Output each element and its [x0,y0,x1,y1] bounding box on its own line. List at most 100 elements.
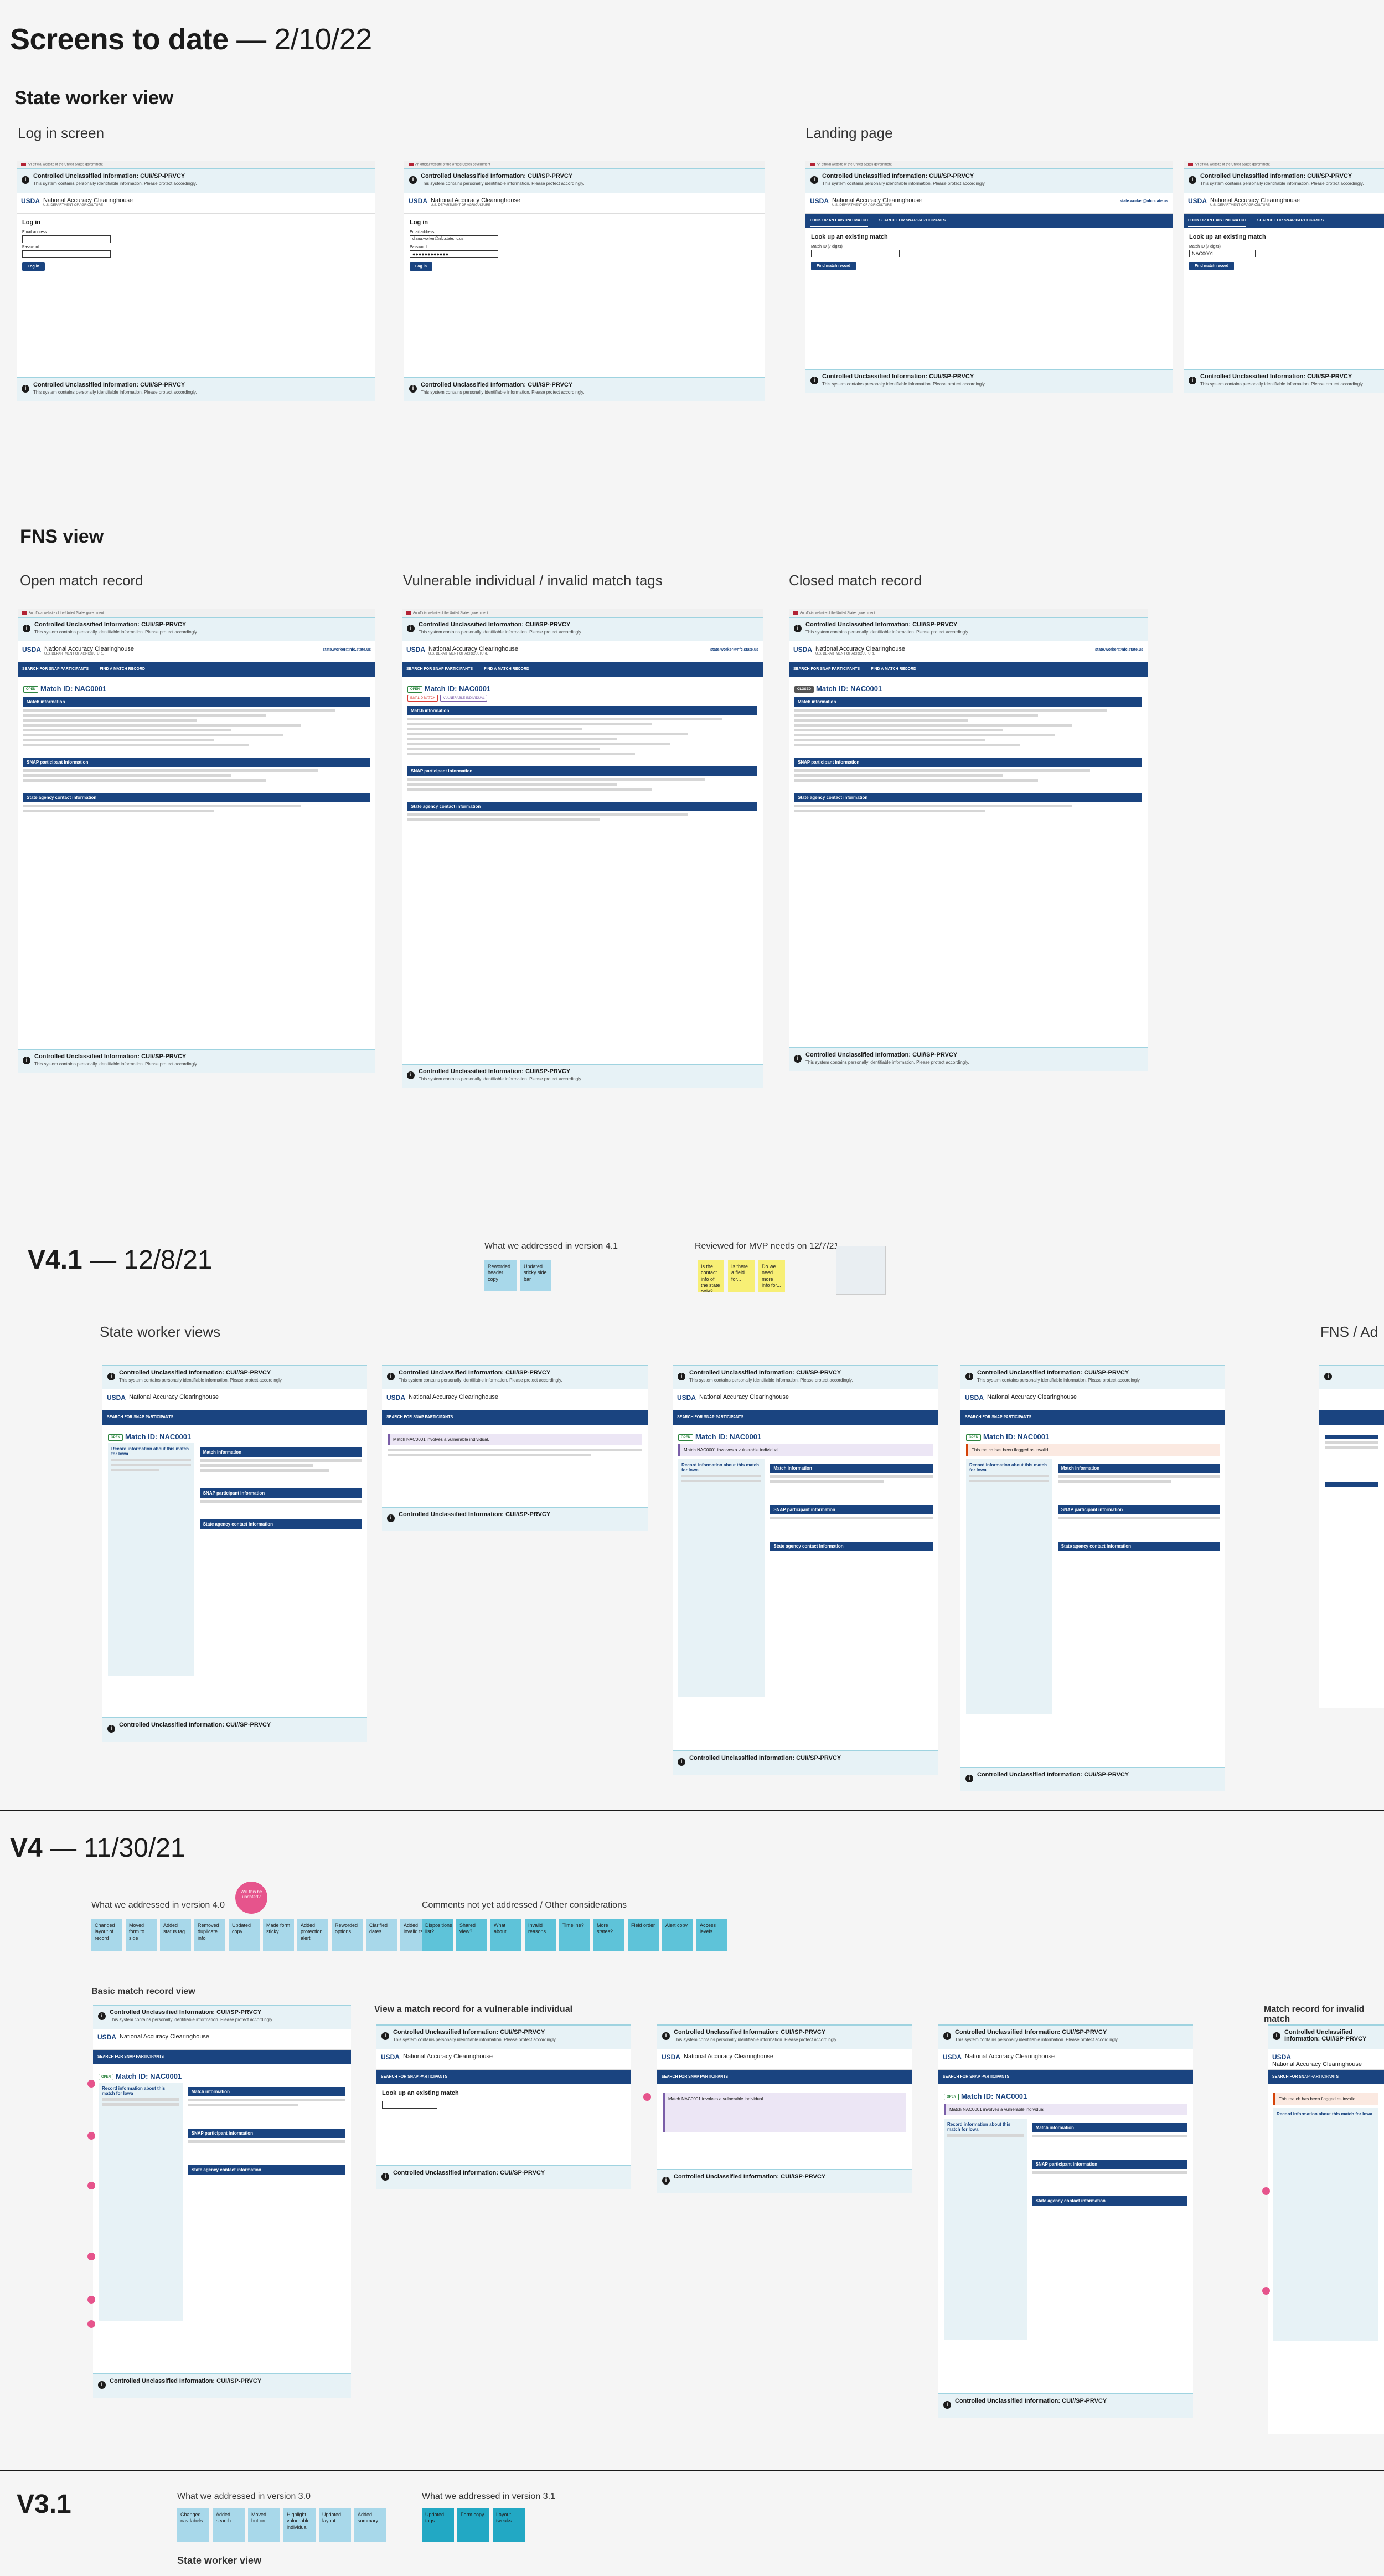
match-id-field[interactable]: NAC0001 [1189,250,1256,257]
text-line [794,719,968,722]
match-id: OPEN Match ID: NAC0001 [407,684,757,693]
accordion-header[interactable] [1325,1482,1378,1487]
accordion-state-contact[interactable]: State agency contact information [188,2165,345,2175]
accordion-state-contact[interactable]: State agency contact information [770,1542,933,1551]
email-field[interactable] [22,235,111,243]
fns-vulnerable-match-record: An official website of the United States… [402,609,763,1088]
find-match-button[interactable]: Find match record [1189,262,1235,270]
gov-banner: An official website of the United States… [402,609,763,617]
nav-search-participants[interactable]: SEARCH FOR SNAP PARTICIPANTS [1272,2075,1339,2079]
accordion-snap-info[interactable]: SNAP participant information [199,1488,362,1498]
nav-find-match[interactable]: FIND A MATCH RECORD [484,667,529,671]
accordion-snap-info[interactable]: SNAP participant information [407,766,757,776]
nav-search-participants[interactable]: SEARCH FOR SNAP PARTICIPANTS [22,667,89,671]
status-badge: OPEN [944,2093,959,2100]
accordion-match-info[interactable]: Match information [188,2087,345,2096]
us-flag-icon [406,611,411,615]
v41-fns-screen-clipped: i [1319,1365,1384,1708]
nav-search-participants[interactable]: SEARCH FOR SNAP PARTICIPANTS [879,219,946,223]
accordion-snap-info[interactable]: SNAP participant information [1032,2160,1187,2169]
v4-date: — 11/30/21 [50,1833,185,1863]
app-name-text: National Accuracy Clearinghouse [684,2053,774,2060]
match-id-field[interactable] [382,2101,437,2109]
accordion-snap-info[interactable]: SNAP participant information [770,1505,933,1514]
text-line [23,724,301,727]
nav-lookup-match[interactable]: LOOK UP AN EXISTING MATCH [810,219,868,227]
login-button[interactable]: Log in [22,262,45,271]
password-field[interactable]: ●●●●●●●●●●●● [410,250,498,258]
user-email[interactable]: state.worker@nfc.state.us [323,648,371,652]
user-email[interactable]: state.worker@nfc.state.us [1120,199,1168,203]
app-name: National Accuracy Clearinghouse [987,1394,1077,1400]
dept-text: U.S. DEPARTMENT OF AGRICULTURE [428,652,488,656]
nav-search-participants[interactable]: SEARCH FOR SNAP PARTICIPANTS [381,2075,448,2079]
nav-search-participants[interactable]: SEARCH FOR SNAP PARTICIPANTS [965,1415,1032,1419]
accordion-state-contact[interactable]: State agency contact information [199,1519,362,1529]
nav-find-match[interactable]: FIND A MATCH RECORD [871,667,916,671]
section-fns-title: FNS view [20,526,104,547]
sticky-note: Removed duplicate info [194,1919,225,1951]
accordion-snap-info[interactable]: SNAP participant information [1057,1505,1220,1514]
nav-search-participants[interactable]: SEARCH FOR SNAP PARTICIPANTS [107,1415,174,1419]
accordion-match-info[interactable]: Match information [407,706,757,715]
text-line [1057,1480,1171,1483]
login-button[interactable]: Log in [410,262,432,271]
accordion-snap-info[interactable]: SNAP participant information [794,758,1142,767]
v4-title-text: V4 [10,1833,43,1863]
lookup-form: Look up an existing match Match ID (7 di… [805,228,1173,276]
nav-search-participants[interactable]: SEARCH FOR SNAP PARTICIPANTS [662,2075,729,2079]
cui-subtitle: This system contains personally identifi… [33,390,197,395]
accordion-snap-info[interactable]: SNAP participant information [188,2129,345,2138]
nav-lookup-match[interactable]: LOOK UP AN EXISTING MATCH [1188,219,1246,227]
nav-find-match[interactable]: FIND A MATCH RECORD [100,667,145,671]
nav-search-participants[interactable]: SEARCH FOR SNAP PARTICIPANTS [793,667,860,671]
match-id: OPEN Match ID: NAC0001 [99,2072,345,2080]
dept-text: U.S. DEPARTMENT OF AGRICULTURE [832,204,892,207]
tag-row: INVALID MATCH VULNERABLE INDIVIDUAL [407,695,757,702]
app-name: National Accuracy Clearinghouse U.S. DEPA… [431,197,520,207]
nav-search-participants[interactable]: SEARCH FOR SNAP PARTICIPANTS [943,2075,1010,2079]
nav-search-participants[interactable]: SEARCH FOR SNAP PARTICIPANTS [677,1415,744,1419]
accordion-match-info[interactable]: Match information [1032,2123,1187,2132]
find-match-button[interactable]: Find match record [811,262,856,270]
us-flag-icon [810,163,815,166]
accordion-state-contact[interactable]: State agency contact information [23,793,370,802]
accordion-match-info[interactable]: Match information [770,1464,933,1473]
info-icon: i [409,176,417,184]
nav-search-participants[interactable]: SEARCH FOR SNAP PARTICIPANTS [386,1415,453,1419]
accordion-header[interactable] [1325,1435,1378,1439]
v4-comments-label: Comments not yet addressed / Other consi… [422,1900,627,1910]
usda-logo: USDA [22,646,42,653]
invalid-alert: This match has been flagged as invalid [966,1444,1220,1456]
accordion-state-contact[interactable]: State agency contact information [1032,2196,1187,2206]
accordion-state-contact[interactable]: State agency contact information [1057,1542,1220,1551]
accordion-match-info[interactable]: Match information [23,697,370,707]
app-header: USDA National Accuracy Clearinghouse U.S. … [789,641,1148,662]
nav-search-participants[interactable]: SEARCH FOR SNAP PARTICIPANTS [1257,219,1324,223]
nav-search-participants[interactable]: SEARCH FOR SNAP PARTICIPANTS [97,2055,164,2059]
v41-addressed-label: What we addressed in version 4.1 [484,1241,618,1251]
user-email[interactable]: state.worker@nfc.state.us [710,648,758,652]
record-layout: Record information about this match for … [966,1459,1220,1714]
annotation-dot [87,2320,95,2328]
cui-footer: i Controlled Unclassified Information: CU… [102,1717,367,1742]
password-field[interactable] [22,250,111,258]
cui-banner: i Controlled Unclassified Information: CU… [404,168,765,193]
email-field[interactable]: diana.worker@nfc.state.nc.us [410,235,498,243]
match-id-text: Match ID: NAC0001 [116,2072,182,2080]
nav-search-participants[interactable]: SEARCH FOR SNAP PARTICIPANTS [406,667,473,671]
accordion-state-contact[interactable]: State agency contact information [407,802,757,811]
accordion-snap-info[interactable]: SNAP participant information [23,758,370,767]
accordion-match-info[interactable]: Match information [1057,1464,1220,1473]
accordion-match-info[interactable]: Match information [199,1447,362,1457]
usda-logo: USDA [21,197,40,205]
cui-banner: i [1319,1365,1384,1389]
match-id-field[interactable] [811,250,900,257]
text-line [681,1480,762,1482]
record-layout: Record information about this match for … [108,1443,362,1676]
accordion-state-contact[interactable]: State agency contact information [794,793,1142,802]
user-email[interactable]: state.worker@nfc.state.us [1095,648,1143,652]
accordion-match-info[interactable]: Match information [794,697,1142,707]
